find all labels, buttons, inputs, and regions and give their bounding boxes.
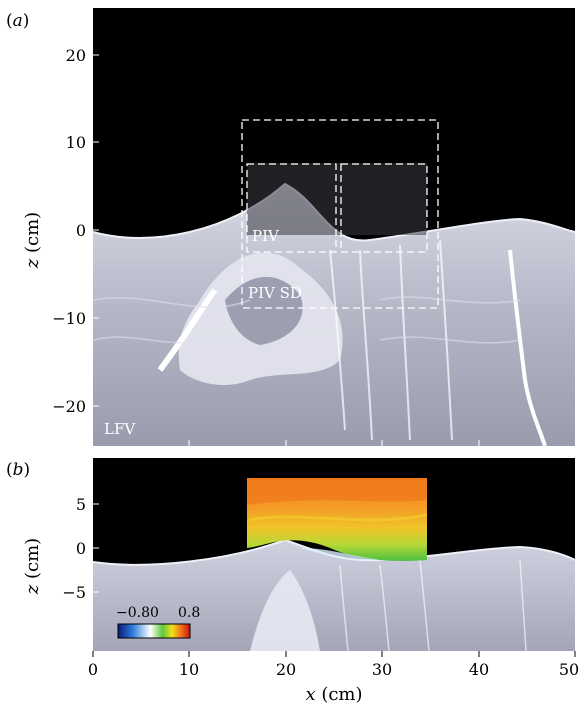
piv-box-left — [246, 163, 337, 253]
colorbar-max-label: 0.8 — [178, 605, 200, 621]
x-tick: 50 — [559, 660, 579, 679]
panel-b-label: (b) — [6, 460, 30, 480]
piv-sd-label: PIV SD — [248, 284, 302, 302]
panel-a: PIV PIV SD LFV 20 10 0 −10 −20 (a) z (cm… — [6, 8, 575, 446]
panel-a-x-tick-marks — [188, 440, 480, 446]
piv-sd-box — [241, 119, 439, 309]
panel-a-y-tick: −20 — [52, 397, 86, 416]
panel-b-y-tick-marks — [93, 503, 99, 593]
panel-a-y-tick: 0 — [76, 221, 86, 240]
x-axis-title: x (cm) — [305, 684, 362, 705]
panel-a-y-axis-title: z (cm) — [22, 212, 43, 269]
panel-a-y-tick: 20 — [66, 46, 86, 65]
panel-b-y-axis-title: z (cm) — [22, 538, 43, 595]
colorbar — [117, 623, 191, 639]
x-tick: 10 — [179, 660, 199, 679]
panel-b-water — [93, 540, 575, 651]
panel-b-y-tick: 0 — [76, 539, 86, 558]
piv-field — [247, 163, 427, 235]
panel-a-label: (a) — [6, 11, 29, 31]
piv-box-right — [340, 163, 428, 253]
x-tick: 40 — [469, 660, 489, 679]
lfv-label: LFV — [104, 420, 136, 438]
panel-b-x-tick-marks — [92, 651, 576, 657]
panel-a-y-tick: −10 — [52, 309, 86, 328]
colorbar-min-label: −0.8 — [116, 605, 150, 621]
panel-a-y-tick-marks — [93, 54, 99, 407]
x-tick: 20 — [276, 660, 296, 679]
panel-b-y-tick: −5 — [62, 583, 86, 602]
panel-b-y-tick: 5 — [76, 495, 86, 514]
panel-a-y-tick: 10 — [66, 133, 86, 152]
piv-label: PIV — [252, 227, 280, 245]
x-tick: 30 — [372, 660, 392, 679]
colorbar-mid-label: 0 — [150, 605, 159, 621]
x-tick: 0 — [88, 660, 98, 679]
panel-b: −0.8 0 0.8 5 0 −5 0 10 20 30 40 50 — [6, 458, 579, 679]
